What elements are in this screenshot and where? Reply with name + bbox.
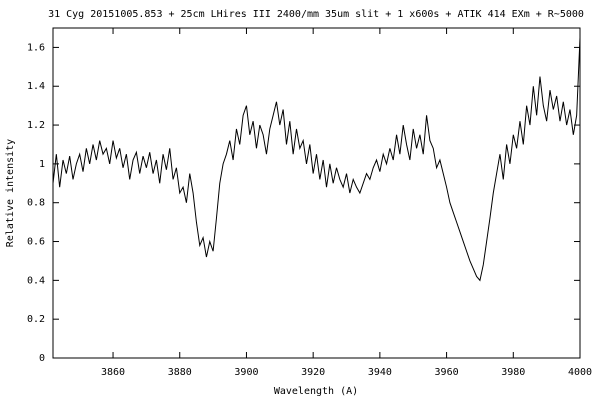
plot-frame <box>52 27 581 359</box>
x-tick-label: 3860 <box>101 367 125 378</box>
spectrum-line <box>52 37 581 282</box>
y-tick-label: 1.6 <box>27 42 45 53</box>
y-tick-label: 1.4 <box>27 81 45 92</box>
x-tick-label: 3940 <box>368 367 392 378</box>
x-tick-label: 3900 <box>234 367 258 378</box>
x-tick-label: 3880 <box>168 367 192 378</box>
y-axis-label: Relative intensity <box>5 139 16 247</box>
y-tick-label: 1.2 <box>27 120 45 131</box>
y-tick-label: 0 <box>39 353 45 364</box>
x-tick-label: 3980 <box>501 367 525 378</box>
x-axis-label: Wavelength (A) <box>274 386 358 397</box>
x-tick-label: 3920 <box>301 367 325 378</box>
chart-title: 31 Cyg 20151005.853 + 25cm LHires III 24… <box>48 9 584 20</box>
x-tick-label: 4000 <box>568 367 592 378</box>
y-tick-label: 0.6 <box>27 237 45 248</box>
x-tick-label: 3960 <box>435 367 459 378</box>
y-tick-label: 1 <box>39 159 45 170</box>
y-tick-label: 0.8 <box>27 198 45 209</box>
y-tick-label: 0.2 <box>27 314 45 325</box>
y-tick-label: 0.4 <box>27 275 45 286</box>
